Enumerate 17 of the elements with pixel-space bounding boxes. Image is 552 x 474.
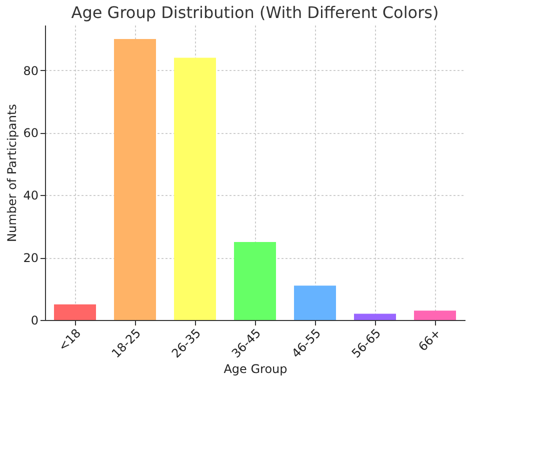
chart-title: Age Group Distribution (With Different Colors) bbox=[71, 3, 439, 22]
x-axis-title: Age Group bbox=[224, 362, 288, 376]
y-tick-label: 80 bbox=[23, 64, 38, 78]
y-tick-label: 40 bbox=[23, 188, 38, 203]
y-tick-label: 0 bbox=[30, 314, 38, 328]
bar bbox=[114, 39, 156, 320]
bar bbox=[54, 304, 96, 320]
bar bbox=[174, 58, 216, 320]
bar bbox=[354, 314, 396, 320]
y-tick-label: 20 bbox=[23, 251, 38, 266]
bar bbox=[234, 242, 276, 320]
bar bbox=[294, 286, 336, 320]
y-tick-label: 60 bbox=[23, 126, 38, 140]
bar bbox=[414, 310, 456, 320]
x-tick-label: 66+ bbox=[416, 326, 444, 354]
x-tick-label: <18 bbox=[56, 326, 84, 354]
y-axis-title: Number of Participants bbox=[5, 104, 20, 242]
